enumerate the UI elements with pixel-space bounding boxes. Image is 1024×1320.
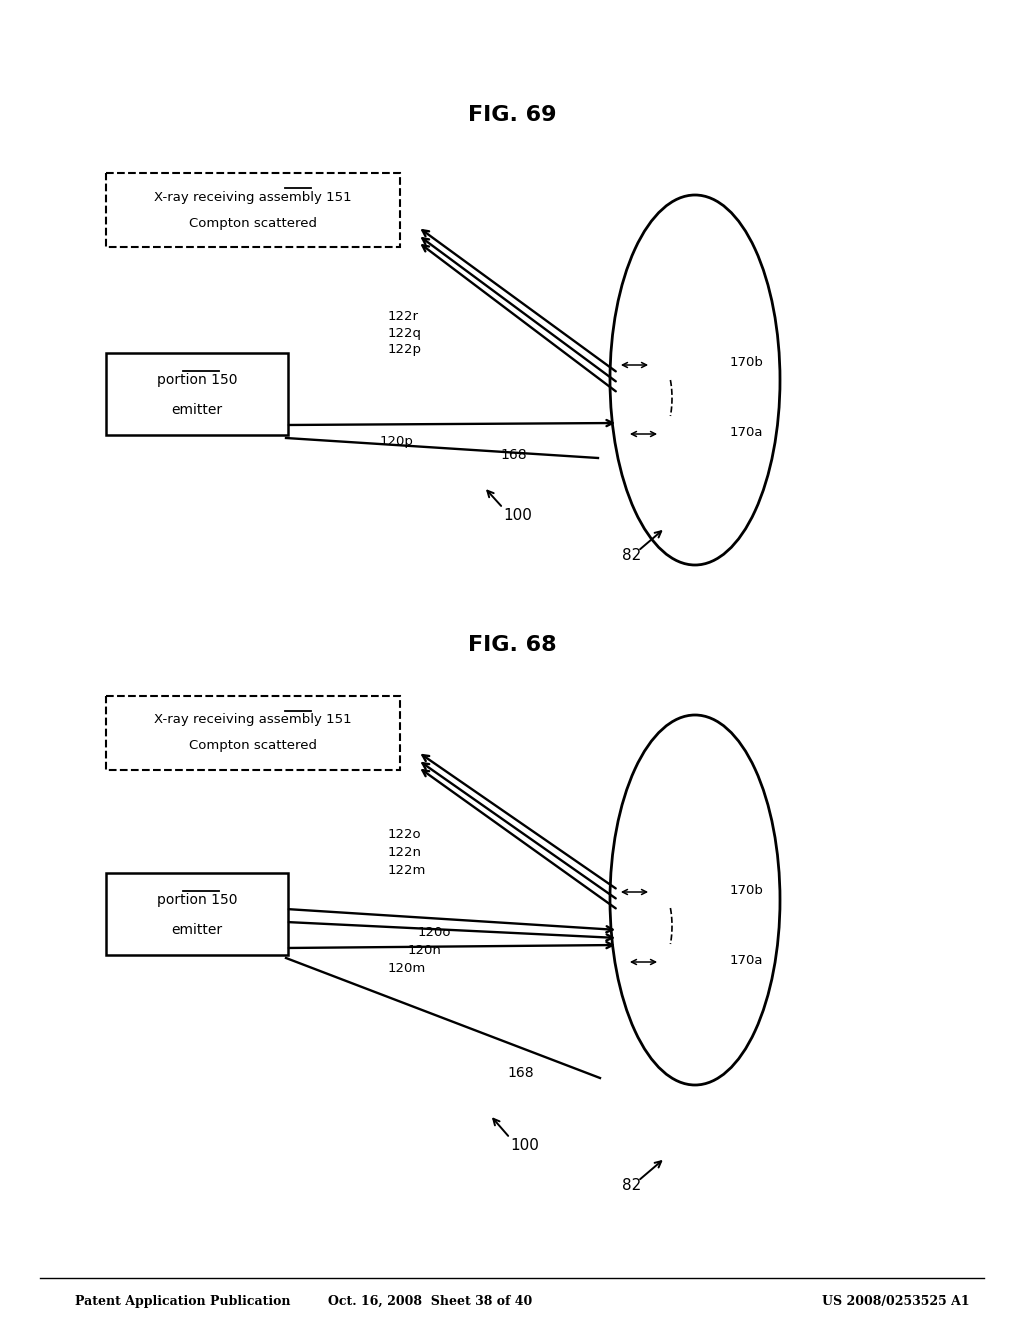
Text: 120p: 120p — [380, 436, 414, 449]
Text: 100: 100 — [503, 507, 531, 523]
Text: 82: 82 — [622, 1177, 641, 1192]
Text: FIG. 69: FIG. 69 — [468, 106, 556, 125]
FancyBboxPatch shape — [106, 696, 400, 770]
Text: FIG. 68: FIG. 68 — [468, 635, 556, 655]
Text: 122q: 122q — [388, 326, 422, 339]
Text: 170a: 170a — [730, 953, 764, 966]
Text: 82: 82 — [622, 548, 641, 562]
Text: 100: 100 — [510, 1138, 539, 1152]
Text: X-ray receiving assembly 151: X-ray receiving assembly 151 — [155, 714, 352, 726]
Text: 122n: 122n — [388, 846, 422, 858]
Text: Compton scattered: Compton scattered — [189, 216, 317, 230]
Text: Compton scattered: Compton scattered — [189, 739, 317, 752]
Text: 168: 168 — [500, 447, 526, 462]
Text: Patent Application Publication: Patent Application Publication — [75, 1295, 291, 1308]
Text: 120o: 120o — [418, 925, 452, 939]
Text: 170a: 170a — [730, 425, 764, 438]
Text: 120m: 120m — [388, 961, 426, 974]
Text: 120n: 120n — [408, 944, 442, 957]
Text: emitter: emitter — [171, 923, 222, 937]
Text: 168: 168 — [507, 1067, 534, 1080]
Text: X-ray receiving assembly 151: X-ray receiving assembly 151 — [155, 190, 352, 203]
FancyBboxPatch shape — [106, 352, 288, 436]
Text: portion 150: portion 150 — [157, 894, 238, 907]
Text: 170b: 170b — [730, 883, 764, 896]
Text: 122o: 122o — [388, 829, 422, 842]
Text: 170b: 170b — [730, 355, 764, 368]
Text: portion 150: portion 150 — [157, 374, 238, 387]
Text: US 2008/0253525 A1: US 2008/0253525 A1 — [822, 1295, 970, 1308]
FancyBboxPatch shape — [106, 173, 400, 247]
Text: emitter: emitter — [171, 403, 222, 417]
Text: 122m: 122m — [388, 863, 426, 876]
Text: Oct. 16, 2008  Sheet 38 of 40: Oct. 16, 2008 Sheet 38 of 40 — [328, 1295, 532, 1308]
Text: 122r: 122r — [388, 309, 419, 322]
FancyBboxPatch shape — [106, 873, 288, 954]
Text: 122p: 122p — [388, 343, 422, 356]
